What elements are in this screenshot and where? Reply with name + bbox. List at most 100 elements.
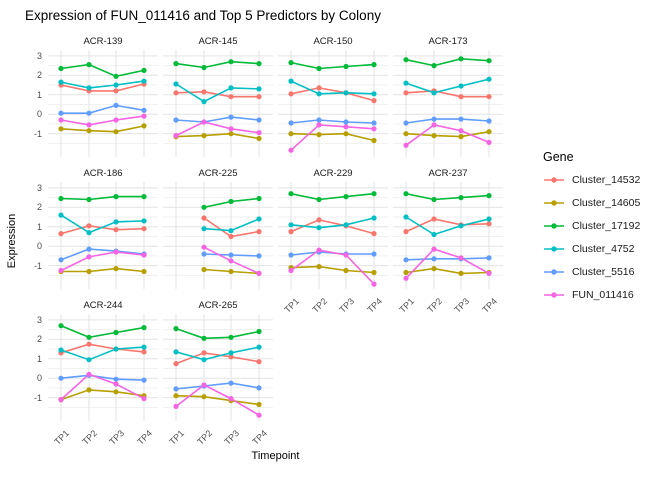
data-point — [288, 78, 294, 84]
data-point — [343, 252, 349, 258]
x-tick-label: TP2 — [310, 296, 330, 315]
data-point — [371, 120, 377, 126]
data-point — [431, 246, 437, 252]
series-line-Cluster_5516 — [405, 257, 490, 261]
series-points — [403, 191, 492, 281]
legend-label: FUN_011416 — [572, 289, 634, 301]
series-line-Cluster_17192 — [175, 60, 260, 69]
legend-entry-FUN_011416: FUN_011416 — [543, 289, 669, 301]
data-point — [228, 126, 234, 132]
data-point — [113, 266, 119, 272]
data-point — [371, 269, 377, 276]
data-point — [288, 91, 294, 97]
data-point — [86, 110, 92, 116]
legend-title: Gene — [543, 150, 574, 164]
data-point — [113, 376, 119, 382]
series-line-Cluster_4752 — [60, 214, 145, 234]
data-point — [173, 393, 179, 399]
legend-key-icon — [544, 246, 564, 252]
series-line-Cluster_14605 — [175, 132, 260, 140]
data-point — [113, 227, 119, 233]
data-point — [256, 344, 262, 350]
series-lines — [405, 57, 490, 146]
y-tick-label: 0 — [36, 373, 42, 384]
data-point — [288, 222, 294, 228]
data-point — [228, 131, 234, 137]
legend-key-icon — [544, 177, 564, 183]
data-point — [86, 254, 92, 260]
data-point — [173, 90, 179, 96]
data-point — [371, 62, 377, 68]
data-point — [486, 129, 492, 135]
data-point — [201, 64, 207, 71]
facet-panel-ACR-244 — [48, 314, 158, 421]
data-point — [58, 79, 64, 85]
series-line-FUN_011416 — [175, 384, 260, 416]
data-point — [431, 231, 437, 238]
data-point — [256, 195, 262, 202]
data-point — [343, 131, 349, 137]
gridlines — [163, 50, 273, 157]
data-point — [431, 133, 437, 139]
data-point — [201, 357, 207, 363]
series-lines — [290, 192, 375, 285]
data-point — [228, 252, 234, 258]
y-tick-label: 1 — [36, 221, 42, 232]
data-point — [288, 120, 294, 126]
series-line-Cluster_4752 — [60, 346, 145, 361]
data-point — [86, 62, 92, 68]
data-point — [113, 117, 119, 123]
facet-panel-ACR-173 — [393, 50, 503, 157]
data-point — [86, 246, 92, 252]
series-points — [173, 59, 262, 142]
data-point — [113, 73, 119, 79]
data-point — [228, 59, 234, 65]
series-line-Cluster_14532 — [60, 83, 145, 92]
series-lines — [60, 63, 145, 133]
data-point — [431, 266, 437, 272]
series-lines — [290, 61, 375, 151]
series-line-Cluster_14605 — [290, 265, 375, 274]
data-point — [201, 394, 207, 400]
legend-label: Cluster_5516 — [572, 266, 635, 278]
data-point — [113, 219, 119, 225]
series-line-Cluster_14532 — [405, 90, 489, 98]
data-point — [58, 375, 64, 381]
data-point — [173, 349, 179, 355]
data-point — [141, 252, 147, 258]
data-point — [403, 120, 409, 126]
data-point — [173, 117, 179, 123]
series-line-Cluster_5516 — [60, 248, 145, 261]
facet-panel-ACR-145 — [163, 50, 273, 157]
data-point — [86, 371, 92, 377]
data-point — [431, 116, 437, 122]
y-tick-label: 3 — [36, 314, 42, 325]
y-tick-label: 1 — [36, 353, 42, 364]
data-point — [431, 122, 437, 128]
x-tick-label: TP3 — [337, 296, 357, 315]
legend-entries: Cluster_14532 Cluster_14605 Cluster_17192 C… — [543, 174, 669, 301]
data-point — [86, 128, 92, 134]
data-point — [201, 119, 207, 125]
y-tick-label: 3 — [36, 50, 42, 61]
facet-strip-ACR-139: ACR-139 — [83, 36, 123, 47]
data-point — [58, 65, 64, 72]
data-point — [403, 80, 409, 86]
data-point — [228, 198, 234, 205]
data-point — [141, 396, 147, 402]
data-point — [316, 217, 322, 223]
data-point — [403, 229, 409, 235]
series-points — [58, 194, 147, 275]
data-point — [403, 131, 409, 137]
data-point — [58, 267, 64, 274]
data-point — [403, 142, 409, 148]
data-point — [256, 135, 262, 142]
series-lines — [175, 60, 260, 140]
data-point — [316, 247, 322, 253]
series-line-Cluster_4752 — [290, 217, 375, 229]
data-point — [316, 65, 322, 72]
series-line-Cluster_14605 — [60, 389, 145, 401]
data-point — [288, 252, 294, 258]
data-point — [316, 196, 322, 203]
data-point — [458, 134, 464, 140]
